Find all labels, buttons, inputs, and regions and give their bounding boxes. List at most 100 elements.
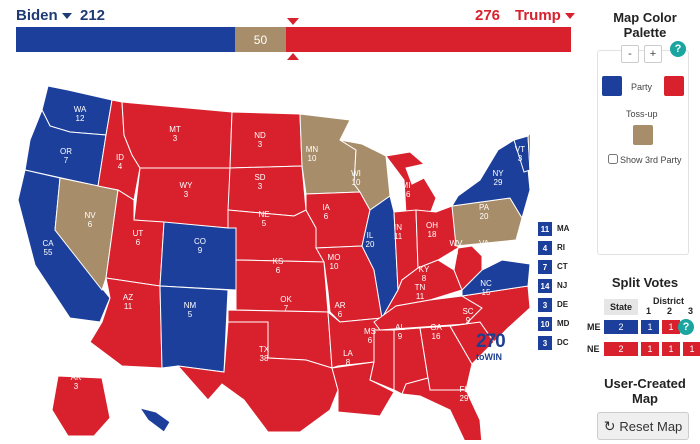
split-district-ne-1[interactable]: 1 bbox=[641, 342, 659, 356]
state-ev-ga: 16 bbox=[432, 332, 441, 341]
small-state-box-nj[interactable]: 14 bbox=[538, 279, 552, 293]
state-label-oh: OH bbox=[426, 221, 438, 230]
zoom-out-button[interactable]: - bbox=[621, 45, 639, 63]
state-ev-il: 20 bbox=[366, 240, 375, 249]
district-header: District bbox=[653, 296, 685, 306]
state-label-ny: NY bbox=[492, 169, 504, 178]
state-fl[interactable] bbox=[401, 377, 483, 440]
zoom-in-button[interactable]: + bbox=[644, 45, 662, 63]
small-state-box-ma[interactable]: 11 bbox=[538, 222, 552, 236]
state-ak[interactable] bbox=[51, 375, 111, 437]
state-wv[interactable] bbox=[453, 245, 483, 291]
state-ev-ca: 55 bbox=[44, 248, 53, 257]
state-ev-wa: 12 bbox=[76, 114, 85, 123]
state-label-va: VA bbox=[479, 239, 490, 248]
split-state-me: ME bbox=[587, 322, 601, 332]
dem-color-swatch[interactable] bbox=[602, 76, 622, 96]
state-ks[interactable] bbox=[235, 259, 329, 313]
split-district-ne-2[interactable]: 1 bbox=[662, 342, 680, 356]
district-number-1: 1 bbox=[646, 306, 652, 316]
state-ev-wv: 5 bbox=[454, 248, 459, 257]
state-label-co: CO bbox=[194, 237, 206, 246]
state-ev-fl: 29 bbox=[460, 394, 469, 403]
logo-text: toWIN bbox=[476, 352, 502, 362]
state-ev-mi: 16 bbox=[402, 190, 411, 199]
state-ev-in: 11 bbox=[394, 232, 403, 241]
user-created-map-title: User-Created Map bbox=[604, 376, 686, 406]
small-state-box-ri[interactable]: 4 bbox=[538, 241, 552, 255]
tossup-color-swatch[interactable] bbox=[633, 125, 653, 145]
help-icon[interactable]: ? bbox=[670, 41, 686, 57]
state-label-ar: AR bbox=[334, 301, 345, 310]
chevron-down-icon bbox=[61, 13, 72, 20]
state-ev-mo: 10 bbox=[330, 262, 339, 271]
electoral-vote-bar: 50 bbox=[16, 27, 571, 52]
midpoint-marker-top-icon bbox=[287, 18, 299, 25]
rep-candidate-dropdown[interactable]: Trump bbox=[515, 7, 575, 25]
state-ev-pa: 20 bbox=[480, 212, 489, 221]
state-ev-tn: 11 bbox=[416, 292, 425, 301]
split-votes-title: Split Votes bbox=[611, 275, 679, 290]
state-ev-ok: 7 bbox=[284, 304, 289, 313]
state-ev-wy: 3 bbox=[184, 190, 189, 199]
small-state-label-ct: CT bbox=[557, 262, 568, 271]
rep-color-swatch[interactable] bbox=[664, 76, 684, 96]
state-ev-wi: 10 bbox=[352, 178, 361, 187]
rep-candidate-name: Trump bbox=[515, 7, 561, 24]
small-state-box-md[interactable]: 10 bbox=[538, 317, 552, 331]
small-state-label-ma: MA bbox=[557, 224, 570, 233]
small-state-box-de[interactable]: 3 bbox=[538, 298, 552, 312]
state-ev-nm: 5 bbox=[188, 310, 193, 319]
state-nm[interactable] bbox=[159, 285, 229, 373]
reset-map-label: Reset Map bbox=[619, 418, 683, 434]
split-total-me[interactable]: 2 bbox=[604, 320, 638, 334]
state-sd[interactable] bbox=[227, 165, 307, 217]
state-nd[interactable] bbox=[229, 111, 303, 169]
state-ev-id: 4 bbox=[118, 162, 123, 171]
small-state-box-ct[interactable]: 7 bbox=[538, 260, 552, 274]
state-nh[interactable] bbox=[527, 128, 530, 173]
show-third-party-checkbox[interactable] bbox=[608, 154, 618, 164]
state-ne[interactable] bbox=[227, 209, 325, 263]
state-label-vt: VT bbox=[515, 145, 525, 154]
state-ev-sc: 9 bbox=[466, 316, 471, 325]
state-label-ms: MS bbox=[364, 327, 376, 336]
state-label-az: AZ bbox=[123, 293, 133, 302]
state-nc[interactable] bbox=[449, 285, 530, 343]
state-ev-nv: 6 bbox=[88, 220, 93, 229]
state-ev-ky: 8 bbox=[422, 274, 427, 283]
state-hi[interactable] bbox=[138, 407, 171, 433]
dem-candidate-dropdown[interactable]: Biden bbox=[16, 7, 72, 25]
state-ev-mt: 3 bbox=[173, 134, 178, 143]
state-ev-ks: 6 bbox=[276, 266, 281, 275]
state-label-il: IL bbox=[367, 231, 374, 240]
state-ms[interactable] bbox=[369, 329, 395, 391]
tossup-votes: 50 bbox=[253, 32, 268, 47]
state-label-ca: CA bbox=[42, 239, 54, 248]
state-label-la: LA bbox=[343, 349, 353, 358]
state-co[interactable] bbox=[159, 221, 237, 291]
state-label-id: ID bbox=[116, 153, 124, 162]
split-district-me-1[interactable]: 1 bbox=[641, 320, 659, 334]
split-district-ne-3[interactable]: 1 bbox=[683, 342, 700, 356]
small-state-label-md: MD bbox=[557, 319, 570, 328]
state-mi[interactable] bbox=[385, 151, 437, 215]
state-ev-ms: 6 bbox=[368, 336, 373, 345]
state-oh[interactable] bbox=[415, 205, 459, 269]
state-ev-ny: 29 bbox=[494, 178, 503, 187]
state-label-nd: ND bbox=[254, 131, 266, 140]
state-vt[interactable] bbox=[513, 135, 530, 173]
state-ev-ne: 5 bbox=[262, 219, 267, 228]
district-number-3: 3 bbox=[688, 306, 694, 316]
state-wy[interactable] bbox=[133, 167, 231, 229]
reset-map-button[interactable]: ↻ Reset Map bbox=[597, 412, 689, 440]
small-state-box-dc[interactable]: 3 bbox=[538, 336, 552, 350]
split-district-me-2[interactable]: 1 bbox=[662, 320, 680, 334]
state-ev-hi: 4 bbox=[176, 426, 181, 435]
state-label-mi: MI bbox=[402, 181, 411, 190]
split-votes-help-icon[interactable]: ? bbox=[678, 319, 694, 335]
split-total-ne[interactable]: 2 bbox=[604, 342, 638, 356]
state-ia[interactable] bbox=[305, 191, 371, 249]
state-label-fl: FL bbox=[459, 385, 469, 394]
